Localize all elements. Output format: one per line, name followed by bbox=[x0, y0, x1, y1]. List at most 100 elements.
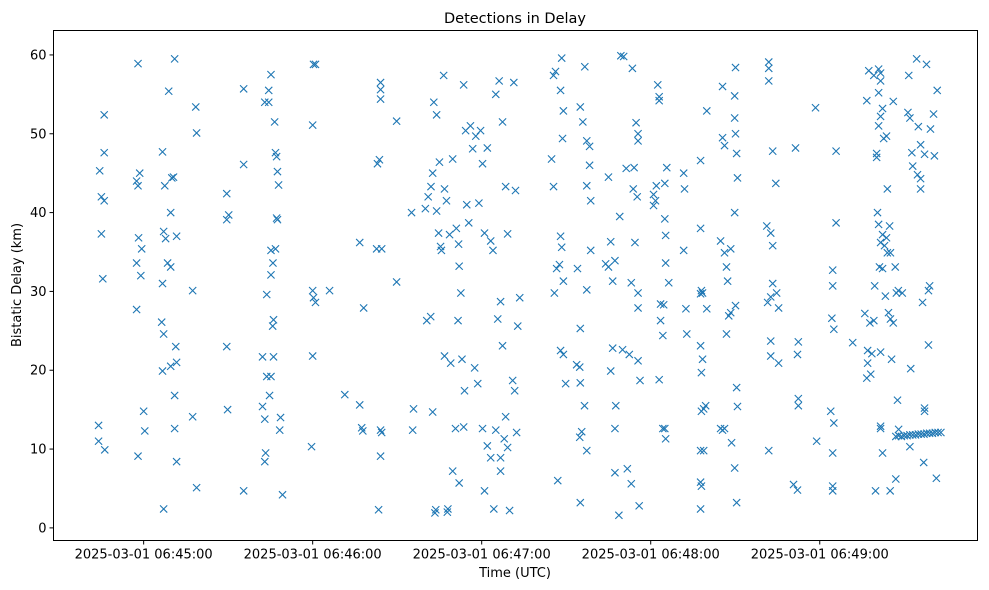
data-point bbox=[278, 490, 287, 499]
data-point bbox=[489, 504, 498, 513]
data-point bbox=[355, 238, 364, 247]
data-point bbox=[681, 304, 690, 313]
data-point bbox=[862, 96, 871, 105]
data-point bbox=[446, 359, 455, 368]
data-point bbox=[582, 285, 591, 294]
data-point bbox=[491, 426, 500, 435]
data-point bbox=[575, 363, 584, 372]
data-point bbox=[134, 59, 143, 68]
data-point bbox=[629, 184, 638, 193]
x-axis-label: Time (UTC) bbox=[478, 566, 551, 581]
data-point bbox=[459, 423, 468, 431]
data-point bbox=[440, 184, 449, 193]
data-point bbox=[658, 331, 667, 340]
data-point bbox=[731, 63, 740, 72]
data-point bbox=[172, 232, 181, 241]
data-point bbox=[139, 407, 148, 416]
data-point bbox=[812, 437, 821, 446]
data-point bbox=[914, 430, 923, 439]
data-point bbox=[696, 504, 705, 513]
data-point bbox=[166, 262, 175, 271]
data-point bbox=[272, 152, 281, 161]
data-point bbox=[159, 227, 168, 236]
data-point bbox=[556, 86, 565, 95]
data-point bbox=[794, 337, 803, 346]
data-point bbox=[239, 84, 248, 93]
data-point bbox=[505, 506, 514, 515]
data-point bbox=[919, 458, 928, 467]
data-point bbox=[632, 118, 641, 127]
data-point bbox=[634, 129, 643, 138]
data-point bbox=[908, 162, 917, 171]
data-point bbox=[464, 218, 473, 227]
data-point bbox=[634, 288, 643, 297]
data-point bbox=[556, 232, 565, 241]
data-point bbox=[580, 62, 589, 71]
data-point bbox=[407, 208, 416, 217]
data-point bbox=[848, 338, 857, 347]
data-point bbox=[860, 309, 869, 318]
data-point bbox=[658, 424, 667, 433]
data-point bbox=[635, 501, 644, 510]
data-point bbox=[376, 426, 385, 435]
data-point bbox=[94, 421, 103, 430]
data-point bbox=[922, 60, 931, 69]
data-point bbox=[880, 241, 889, 250]
data-point bbox=[869, 71, 878, 80]
data-point bbox=[828, 266, 837, 275]
data-point bbox=[426, 182, 435, 191]
data-point bbox=[576, 498, 585, 507]
data-point bbox=[828, 486, 837, 495]
data-point bbox=[732, 498, 741, 507]
data-point bbox=[874, 88, 883, 97]
data-point bbox=[498, 117, 507, 126]
data-point bbox=[766, 292, 775, 301]
data-point bbox=[764, 58, 773, 67]
data-point bbox=[97, 192, 106, 201]
data-point bbox=[547, 154, 556, 163]
y-tick-label: 30 bbox=[30, 285, 47, 300]
data-point bbox=[661, 231, 670, 240]
data-point bbox=[924, 286, 933, 295]
data-point bbox=[794, 401, 803, 410]
data-point bbox=[610, 424, 619, 433]
data-point bbox=[377, 428, 386, 437]
data-point bbox=[699, 446, 708, 455]
data-point bbox=[451, 424, 460, 433]
data-point bbox=[924, 341, 933, 350]
data-point bbox=[664, 278, 673, 287]
data-point bbox=[608, 344, 617, 353]
data-point bbox=[634, 136, 643, 145]
data-point bbox=[876, 348, 885, 357]
data-point bbox=[157, 318, 166, 327]
data-point bbox=[483, 143, 492, 152]
data-point bbox=[100, 148, 109, 157]
data-point bbox=[886, 248, 895, 257]
data-point bbox=[308, 286, 317, 295]
data-point bbox=[493, 315, 502, 323]
data-point bbox=[376, 78, 385, 87]
data-point bbox=[828, 449, 837, 457]
data-point bbox=[733, 402, 742, 411]
data-point bbox=[239, 486, 248, 495]
data-point bbox=[893, 396, 902, 405]
data-point bbox=[509, 78, 518, 87]
data-point bbox=[883, 248, 892, 257]
data-point bbox=[549, 71, 558, 80]
data-point bbox=[188, 286, 197, 295]
data-point bbox=[874, 65, 883, 74]
data-point bbox=[696, 446, 705, 455]
data-point bbox=[828, 281, 837, 290]
data-point bbox=[696, 341, 705, 350]
data-point bbox=[696, 156, 705, 165]
data-point bbox=[652, 181, 661, 190]
data-point bbox=[500, 434, 509, 443]
data-point bbox=[274, 181, 283, 189]
data-point bbox=[132, 177, 141, 186]
data-point bbox=[829, 325, 838, 334]
data-point bbox=[443, 508, 452, 517]
data-point bbox=[697, 286, 706, 295]
data-point bbox=[730, 463, 739, 472]
data-point bbox=[270, 117, 279, 126]
data-point bbox=[873, 208, 882, 217]
